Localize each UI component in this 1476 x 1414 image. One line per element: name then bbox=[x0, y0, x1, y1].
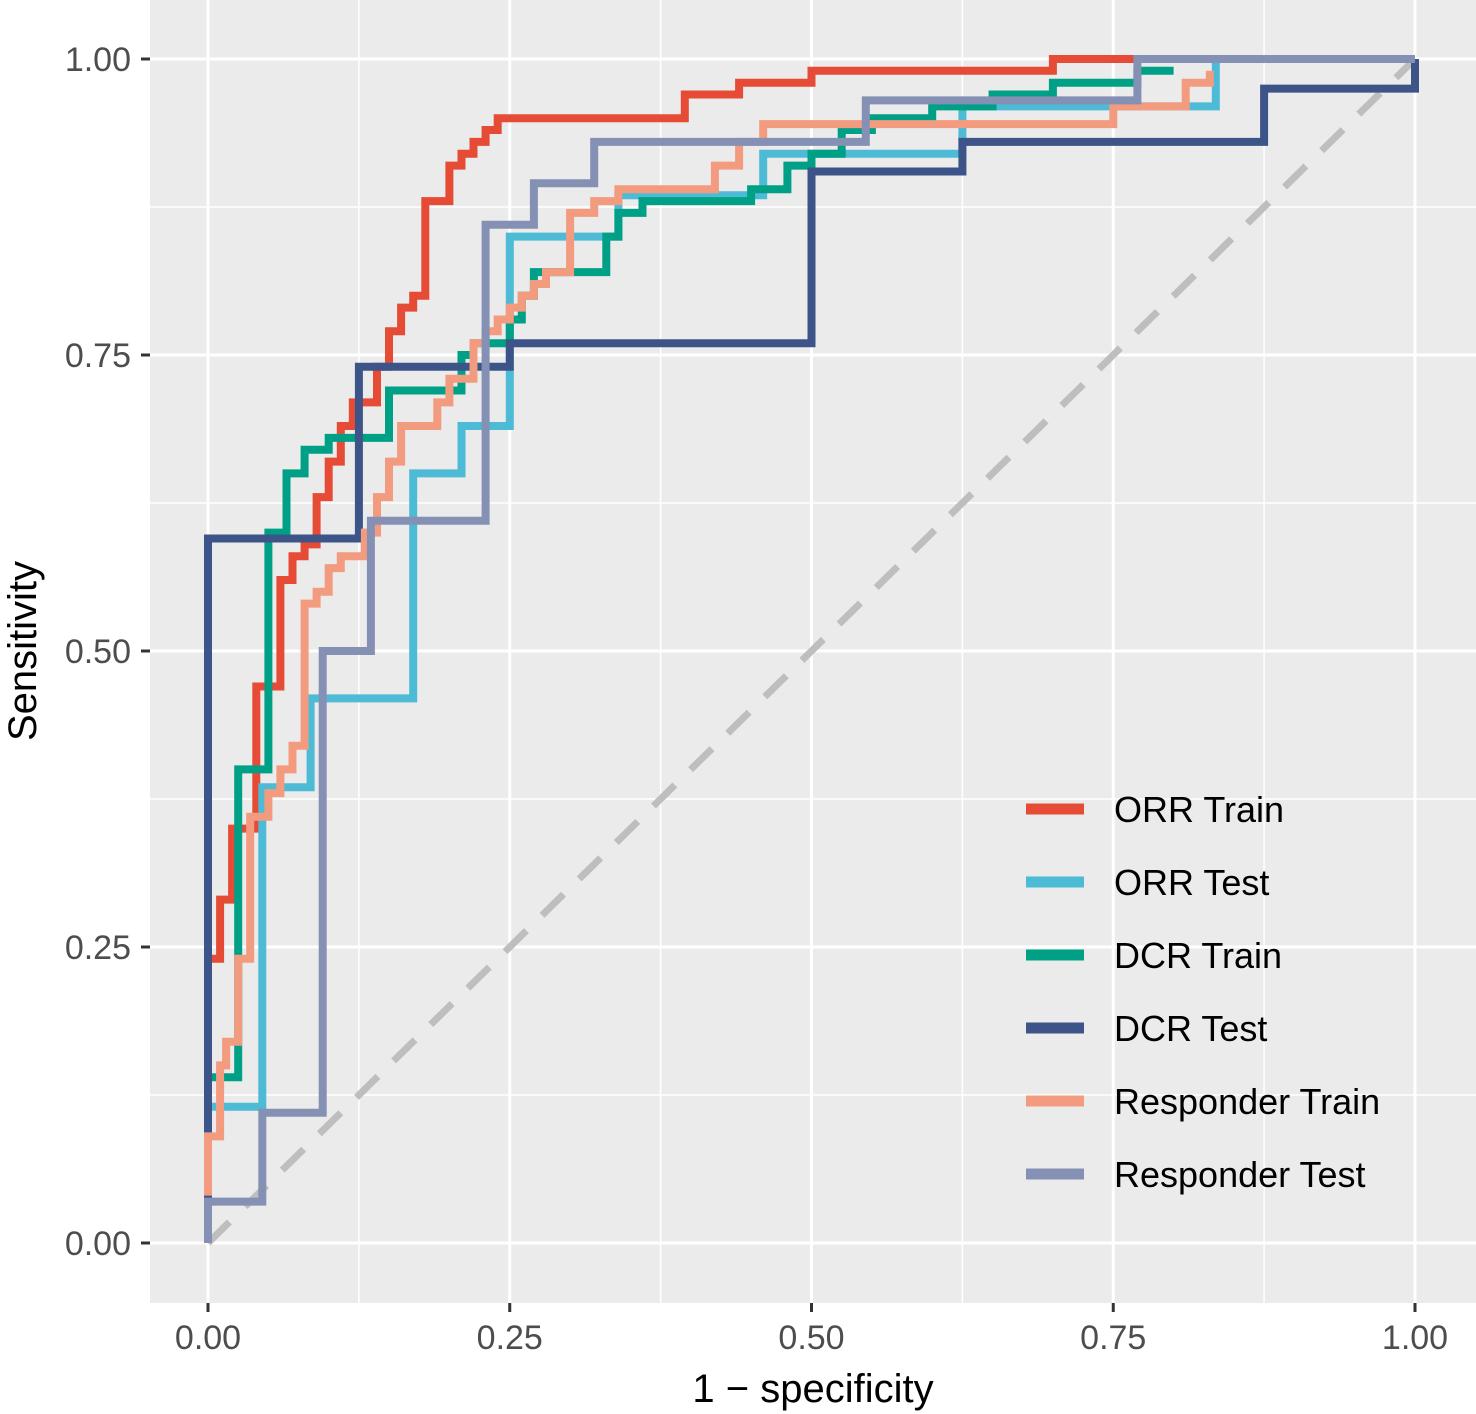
x-tick-label: 0.00 bbox=[175, 1319, 241, 1357]
legend-label: ORR Train bbox=[1114, 789, 1284, 830]
roc-chart: 0.00 0.25 0.50 0.75 1.00 0.00 0.25 0.50 0.75 1.0… bbox=[0, 0, 1476, 1414]
legend-label: ORR Test bbox=[1114, 862, 1269, 903]
x-axis-title: 1 − specificity bbox=[692, 1367, 933, 1411]
y-tick-label: 1.00 bbox=[65, 41, 131, 79]
y-tick-label: 0.00 bbox=[65, 1225, 131, 1263]
x-tick-label: 0.25 bbox=[477, 1319, 543, 1357]
y-axis-title: Sensitivity bbox=[1, 561, 45, 741]
y-axis: 0.00 0.25 0.50 0.75 1.00 bbox=[65, 41, 150, 1263]
y-tick-label: 0.25 bbox=[65, 929, 131, 967]
x-axis: 0.00 0.25 0.50 0.75 1.00 bbox=[175, 1303, 1448, 1357]
y-tick-label: 0.50 bbox=[65, 633, 131, 671]
x-tick-label: 1.00 bbox=[1382, 1319, 1448, 1357]
legend-label: Responder Test bbox=[1114, 1154, 1366, 1195]
legend-label: DCR Test bbox=[1114, 1008, 1267, 1049]
legend-label: DCR Train bbox=[1114, 935, 1282, 976]
x-tick-label: 0.75 bbox=[1080, 1319, 1146, 1357]
x-tick-label: 0.50 bbox=[778, 1319, 844, 1357]
legend-label: Responder Train bbox=[1114, 1081, 1380, 1122]
y-tick-label: 0.75 bbox=[65, 337, 131, 375]
